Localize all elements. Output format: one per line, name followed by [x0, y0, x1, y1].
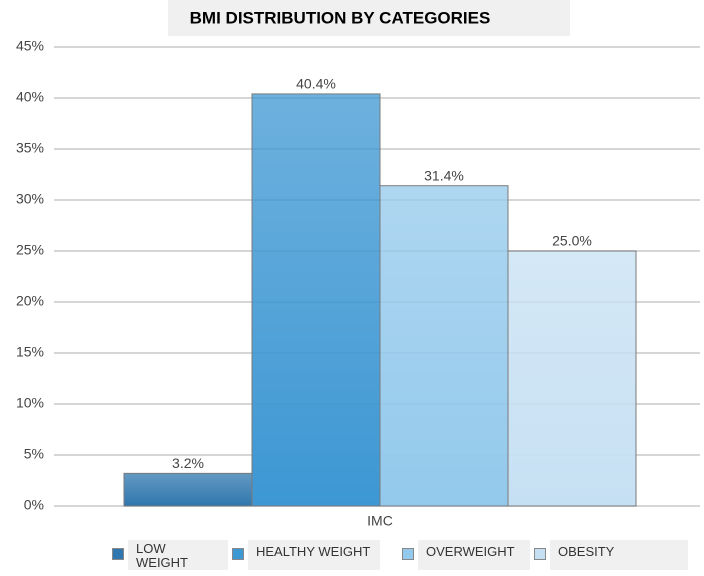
- legend-label: OVERWEIGHT: [418, 540, 530, 570]
- legend-marker: [112, 548, 124, 560]
- legend-label: LOW WEIGHT: [128, 540, 228, 570]
- title-background: [168, 0, 570, 36]
- y-tick-label: 20%: [16, 293, 44, 309]
- legend-label: OBESITY: [550, 540, 688, 570]
- chart-title: BMI DISTRIBUTION BY CATEGORIES: [190, 8, 491, 27]
- value-label: 3.2%: [172, 455, 204, 471]
- legend-marker: [534, 548, 546, 560]
- y-tick-label: 35%: [16, 140, 44, 156]
- x-tick-label: IMC: [367, 513, 393, 529]
- value-label: 40.4%: [296, 76, 336, 92]
- legend-marker: [232, 548, 244, 560]
- y-tick-label: 30%: [16, 191, 44, 207]
- bar: [507, 250, 637, 507]
- bar: [379, 185, 509, 507]
- value-label: 31.4%: [424, 167, 464, 183]
- bar: [123, 472, 253, 507]
- legend-marker: [402, 548, 414, 560]
- y-tick-label: 0%: [24, 497, 44, 513]
- y-tick-label: 40%: [16, 89, 44, 105]
- y-tick-label: 15%: [16, 344, 44, 360]
- value-label: 25.0%: [552, 233, 592, 249]
- bar: [251, 93, 381, 507]
- y-tick-label: 10%: [16, 395, 44, 411]
- y-tick-label: 25%: [16, 242, 44, 258]
- legend-label: HEALTHY WEIGHT: [248, 540, 380, 570]
- y-tick-label: 5%: [24, 446, 44, 462]
- y-tick-label: 45%: [16, 38, 44, 54]
